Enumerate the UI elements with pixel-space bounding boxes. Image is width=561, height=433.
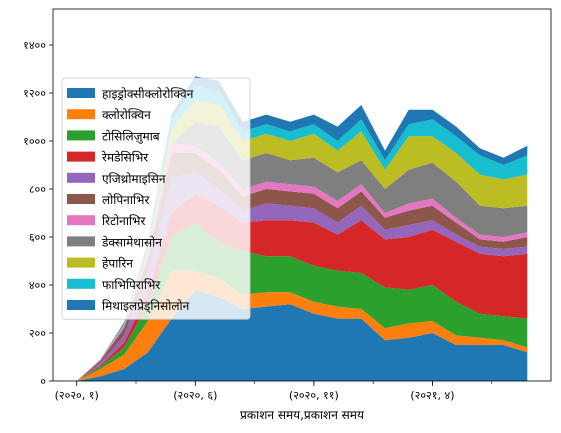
plot-frame [52, 8, 552, 382]
y-tick-label: ८०० [29, 183, 46, 196]
x-axis: (२०२०, १) (२०२०, ६) (२०२०, ११) (२०२१, ४) [55, 381, 493, 402]
y-axis: ० २०० ४०० ६०० ८०० १००० १२०० १४०० [23, 39, 53, 388]
area-series-5 [76, 153, 528, 381]
legend-label: डेक्सामेथासोन [101, 235, 162, 249]
legend-swatch [67, 257, 95, 268]
legend-swatch [67, 88, 95, 98]
area-series-3 [76, 193, 528, 381]
area-series-8 [76, 100, 528, 381]
x-tick-label: (२०२१, ४) [410, 389, 454, 402]
legend-label: लोपिनाभिर [102, 193, 150, 207]
legend-frame [61, 77, 251, 320]
area-series-7 [76, 121, 528, 382]
legend-label: एजिथ्रोमाइसिन [102, 172, 166, 186]
x-axis-title: प्रकाशन समय,प्रकाशन समय [240, 408, 365, 422]
legend-label: फाभिपिराभिर [102, 278, 161, 292]
y-tick-label: ४०० [29, 279, 46, 292]
legend-label: क्लोरोक्विन [102, 108, 151, 122]
legend-label: रिटोनाभिर [102, 214, 146, 228]
legend-label: रेमडेसिभिर [102, 151, 149, 165]
legend-swatch [67, 300, 95, 310]
area-series-4 [76, 172, 528, 381]
legend-swatch [67, 215, 95, 226]
y-tick-label: १४०० [23, 39, 46, 52]
y-tick-label: ६०० [29, 231, 46, 244]
y-tick-label: ० [40, 375, 46, 388]
legend-swatch [67, 278, 95, 289]
legend-swatch [67, 236, 95, 247]
legend-swatch [67, 109, 95, 120]
y-tick-label: १२०० [23, 87, 46, 100]
legend: हाइड्रोक्सीक्लोरोक्विन क्लोरोक्विन टोसिलिज… [61, 77, 251, 320]
x-tick-label: (२०२०, १) [55, 389, 99, 402]
y-tick-label: २०० [29, 327, 46, 340]
y-tick-label: १००० [23, 135, 46, 148]
legend-label: हाइड्रोक्सीक्लोरोक्विन [102, 87, 194, 101]
legend-swatch [67, 194, 95, 204]
area-series-1 [76, 270, 528, 381]
legend-swatch [67, 130, 95, 141]
legend-swatch [67, 172, 95, 183]
legend-swatch [67, 151, 95, 162]
legend-label: हेपारिन [102, 257, 133, 271]
x-tick-label: (२०२०, ११) [289, 389, 339, 402]
legend-label: मिथाइलप्रेड्निसोलोन [102, 299, 190, 314]
legend-label: टोसिलिज़ुमाब [102, 129, 161, 144]
x-tick-label: (२०२०, ६) [173, 389, 217, 402]
area-series-6 [76, 143, 528, 381]
